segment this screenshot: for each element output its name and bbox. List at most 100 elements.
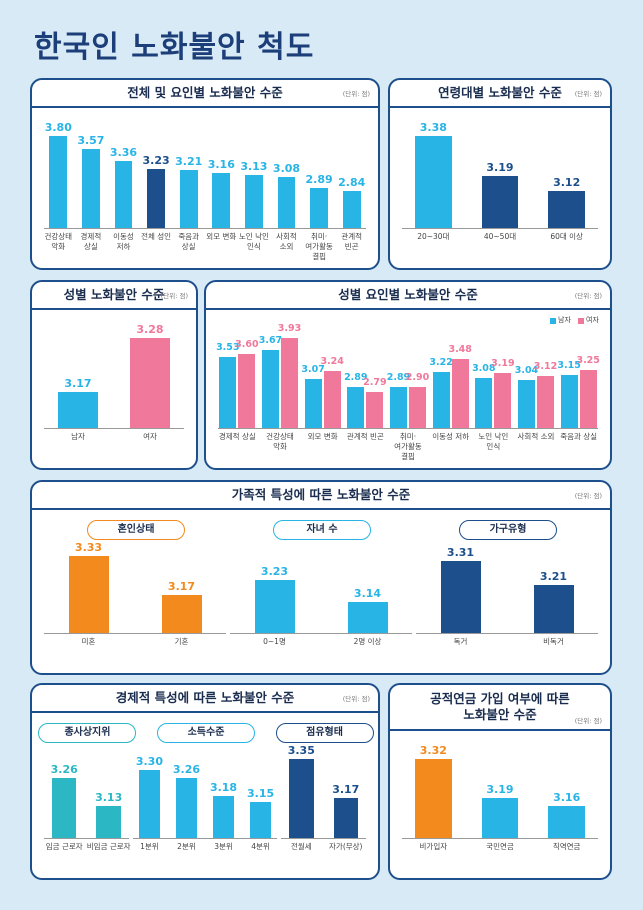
value-label: 3.12 xyxy=(533,361,558,373)
baseline xyxy=(416,633,598,634)
panel-title: 연령대별 노화불안 수준 xyxy=(390,80,610,108)
unit: (단위: 점) xyxy=(160,292,188,300)
category-label: 전월세 xyxy=(290,842,312,851)
baseline xyxy=(44,228,366,229)
category-label: 건강상태 악화 xyxy=(266,432,294,451)
bar xyxy=(289,759,314,838)
bar xyxy=(130,338,170,428)
category-label: 건강상태 악화 xyxy=(44,232,73,251)
bar xyxy=(49,136,68,228)
group-label: 가구유형 xyxy=(459,520,557,540)
bar xyxy=(261,350,279,428)
value-label: 2.90 xyxy=(405,371,430,383)
panel: 공적연금 가입 여부에 따른 노화불안 수준 (단위: 점) 3.32 비가입자 3.1… xyxy=(388,683,612,880)
group-label: 소득수준 xyxy=(157,723,255,743)
value-label: 3.16 xyxy=(207,157,235,171)
baseline xyxy=(132,838,278,839)
bar xyxy=(213,795,234,838)
value-label: 3.08 xyxy=(272,162,301,176)
category-label: 취미·여가활동 결핍 xyxy=(394,432,422,461)
bar xyxy=(494,373,512,428)
category-label: 비가입자 xyxy=(419,842,448,851)
bar xyxy=(481,797,519,838)
bar xyxy=(347,387,365,428)
value-label: 2.89 xyxy=(305,173,333,187)
panel-title: 성별 노화불안 수준 xyxy=(32,282,196,310)
panel: 전체 및 요인별 노화불안 수준 (단위: 점) 3.80 건강상태 악화 3.57 경제… xyxy=(30,78,380,270)
value-label: 3.35 xyxy=(287,744,315,757)
category-label: 사회적 소외 xyxy=(517,432,555,441)
bar xyxy=(281,338,299,428)
bar xyxy=(517,380,535,428)
value-label: 3.19 xyxy=(486,161,514,175)
bar xyxy=(409,386,427,428)
category-label: 관계적 빈곤 xyxy=(341,232,363,251)
value-label: 3.67 xyxy=(258,335,283,347)
bar xyxy=(432,371,450,428)
value-label: 3.14 xyxy=(353,587,382,601)
panel-title: 가족적 특성에 따른 노화불안 수준 xyxy=(32,482,610,510)
panel-title: 경제적 특성에 따른 노화불안 수준 xyxy=(32,685,378,713)
panel: 가족적 특성에 따른 노화불안 수준 (단위: 점) 혼인상태 3.33 미혼 3.17 기… xyxy=(30,480,612,675)
baseline xyxy=(44,838,129,839)
value-label: 3.31 xyxy=(446,545,475,559)
value-label: 3.18 xyxy=(209,780,238,794)
bar xyxy=(212,172,231,228)
bar xyxy=(139,769,160,838)
bar xyxy=(366,392,384,428)
bar xyxy=(219,356,237,428)
value-label: 3.23 xyxy=(260,565,289,579)
category-label: 3분위 xyxy=(214,842,233,851)
unit: (단위: 점) xyxy=(574,90,602,98)
value-label: 2.89 xyxy=(386,372,411,384)
bar xyxy=(254,580,295,633)
value-label: 3.17 xyxy=(332,782,360,796)
baseline xyxy=(402,228,598,229)
bar xyxy=(347,602,388,633)
value-label: 3.15 xyxy=(557,359,581,371)
value-label: 3.93 xyxy=(277,323,302,334)
bar xyxy=(52,778,77,838)
bar xyxy=(440,560,481,633)
legend-label: 남자 xyxy=(558,316,571,324)
value-label: 3.08 xyxy=(472,363,496,375)
bar xyxy=(310,188,329,228)
category-label: 미혼 xyxy=(81,637,96,646)
category-label: 이동성 저하 xyxy=(113,232,134,251)
value-label: 3.80 xyxy=(44,121,72,134)
baseline xyxy=(230,633,412,634)
legend-swatch xyxy=(578,318,584,324)
page-title: 한국인 노화불안 척도 xyxy=(34,30,315,65)
bar xyxy=(389,387,407,428)
category-label: 비독거 xyxy=(543,637,564,646)
unit: (단위: 점) xyxy=(574,292,602,300)
value-label: 3.19 xyxy=(491,358,515,370)
panel: 경제적 특성에 따른 노화불안 수준 (단위: 점) 종사상지위 3.26 임금 근로자… xyxy=(30,683,380,880)
unit: (단위: 점) xyxy=(342,695,370,703)
category-label: 취미·여가활동 결핍 xyxy=(305,232,333,261)
bar xyxy=(481,176,519,228)
category-label: 관계적 빈곤 xyxy=(346,432,384,441)
bar xyxy=(114,161,133,228)
unit: (단위: 점) xyxy=(574,717,602,725)
group-label: 종사상지위 xyxy=(38,723,137,743)
panel: 성별 노화불안 수준 (단위: 점) 3.17 남자 3.28 여자 xyxy=(30,280,198,470)
value-label: 3.38 xyxy=(419,121,447,134)
value-label: 3.33 xyxy=(74,541,103,554)
category-label: 전체 성인 xyxy=(141,232,172,241)
category-label: 2분위 xyxy=(177,842,196,851)
value-label: 3.23 xyxy=(142,153,170,167)
bar xyxy=(333,797,358,838)
category-label: 경제적 상실 xyxy=(80,232,102,251)
category-label: 죽음과 상실 xyxy=(178,232,200,251)
category-label: 4분위 xyxy=(251,842,270,851)
category-label: 남자 xyxy=(71,432,85,441)
bar xyxy=(176,778,197,838)
value-label: 3.12 xyxy=(553,176,581,190)
bar xyxy=(548,806,585,838)
value-label: 2.84 xyxy=(338,176,366,190)
value-label: 3.13 xyxy=(240,159,268,173)
value-label: 3.32 xyxy=(419,744,447,757)
baseline xyxy=(402,838,598,839)
value-label: 3.26 xyxy=(50,763,78,777)
